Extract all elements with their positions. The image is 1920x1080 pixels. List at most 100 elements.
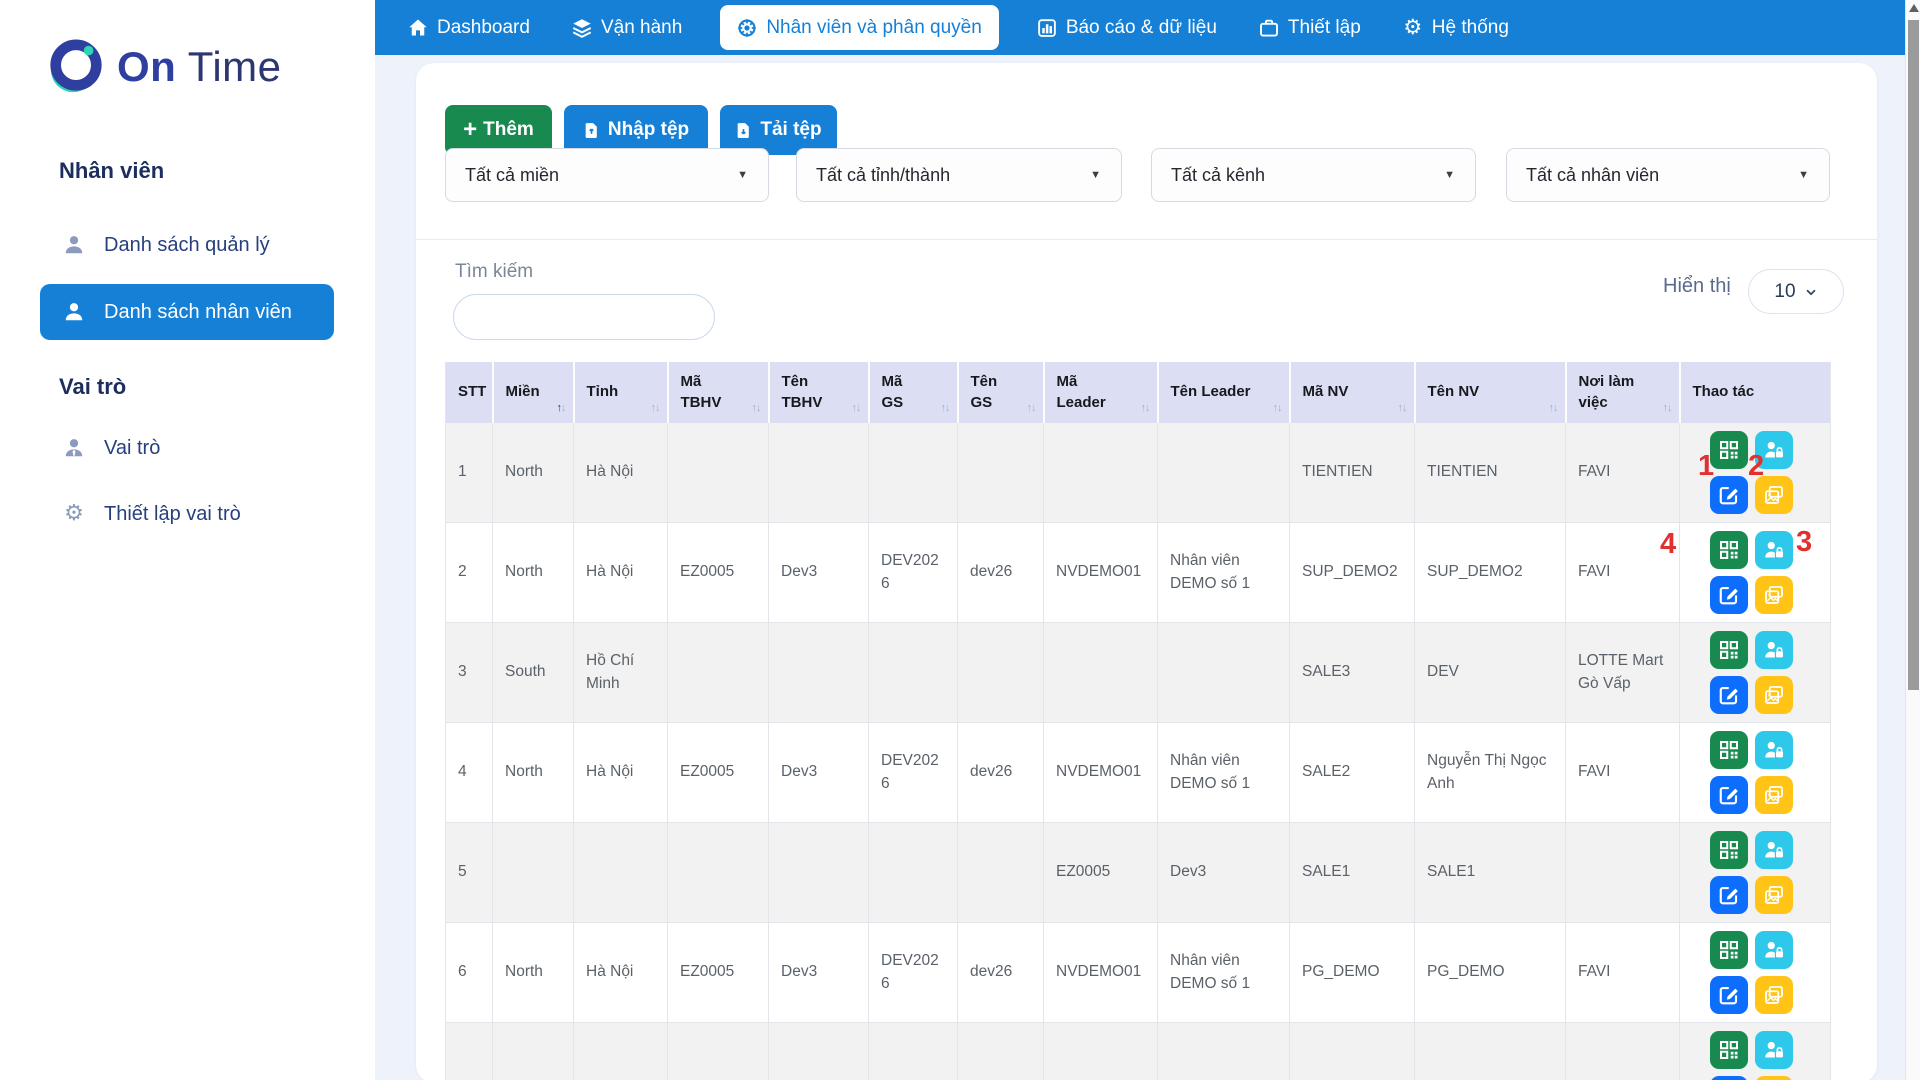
layers-icon [572, 18, 592, 38]
province-filter-select[interactable]: Tất cả tỉnh/thành ▼ [796, 148, 1122, 202]
cell-stt: 2 [445, 522, 493, 623]
images-button[interactable] [1755, 1076, 1793, 1080]
qr-code-button[interactable] [1710, 731, 1748, 769]
row-actions [1710, 731, 1820, 814]
table-row: 1 North Hà Nội TIENTIEN TIENTIEN FAVI [445, 423, 1831, 523]
col-ma-leader[interactable]: Mã Leader ↑↓ [1043, 362, 1159, 423]
nav-item-employees-permissions[interactable]: Nhân viên và phân quyền [720, 5, 999, 50]
images-button[interactable] [1755, 776, 1793, 814]
region-filter-select[interactable]: Tất cả miền ▼ [445, 148, 769, 202]
import-file-button[interactable]: Nhập tệp [564, 105, 708, 155]
cell-ma-nv: PG_DEMO [1289, 922, 1415, 1023]
sort-icon[interactable]: ↑↓ [1026, 402, 1037, 414]
col-tinh[interactable]: Tỉnh ↑↓ [573, 362, 669, 423]
col-noi-lam-viec[interactable]: Nơi làm việc ↑↓ [1565, 362, 1681, 423]
page-size-select[interactable]: 10 [1748, 269, 1844, 314]
cell-ma-tbhv: EZ0005 [667, 922, 769, 1023]
sidebar-item-role-settings[interactable]: ⚙ Thiết lập vai trò [40, 486, 334, 542]
qr-code-button[interactable] [1710, 531, 1748, 569]
user-lock-button[interactable] [1755, 431, 1793, 469]
qr-code-icon [1720, 941, 1738, 959]
edit-icon [1719, 586, 1738, 605]
user-lock-button[interactable] [1755, 631, 1793, 669]
cell-mien: North [492, 522, 574, 623]
cell-thao-tac [1679, 522, 1831, 623]
content-card: + Thêm Nhập tệp Tải tệp Tất cả miền ▼ Tất … [416, 63, 1877, 1080]
employee-table-body: 1 North Hà Nội TIENTIEN TIENTIEN FAVI 2 North Hà… [445, 423, 1831, 1080]
qr-code-button[interactable] [1710, 631, 1748, 669]
user-lock-button[interactable] [1755, 931, 1793, 969]
sidebar-item-employee-list[interactable]: Danh sách nhân viên [40, 284, 334, 340]
employee-filter-select[interactable]: Tất cả nhân viên ▼ [1506, 148, 1830, 202]
col-ma-gs[interactable]: Mã GS ↑↓ [868, 362, 959, 423]
cell-ten-nv: TIENTIEN [1414, 423, 1566, 523]
sort-icon[interactable]: ↑↓ [1397, 402, 1408, 414]
qr-code-button[interactable] [1710, 1031, 1748, 1069]
edit-button[interactable] [1710, 776, 1748, 814]
col-mien[interactable]: Miền ↑↓ [492, 362, 575, 423]
nav-item-label: Vận hành [600, 16, 683, 38]
sort-icon[interactable]: ↑↓ [851, 402, 862, 414]
table-row: 3 South Hồ Chí Minh SALE3 DEV LOTTE Mart Gò V… [445, 622, 1831, 723]
edit-icon [1719, 986, 1738, 1005]
sort-icon[interactable]: ↑↓ [1272, 402, 1283, 414]
edit-button[interactable] [1710, 1076, 1748, 1080]
col-ten-tbhv[interactable]: Tên TBHV ↑↓ [768, 362, 870, 423]
col-ma-nv[interactable]: Mã NV ↑↓ [1289, 362, 1416, 423]
edit-button[interactable] [1710, 676, 1748, 714]
sort-icon[interactable]: ↑↓ [1662, 402, 1673, 414]
qr-code-button[interactable] [1710, 431, 1748, 469]
col-ten-leader[interactable]: Tên Leader ↑↓ [1157, 362, 1291, 423]
images-button[interactable] [1755, 676, 1793, 714]
nav-item-settings[interactable]: Thiết lập [1255, 6, 1365, 50]
nav-item-reports-data[interactable]: Báo cáo & dữ liệu [1033, 6, 1221, 50]
scroll-up-arrow[interactable] [1909, 4, 1919, 12]
col-ma-tbhv[interactable]: Mã TBHV ↑↓ [667, 362, 770, 423]
cell-ten-gs: dev26 [957, 722, 1044, 823]
user-lock-button[interactable] [1755, 731, 1793, 769]
download-file-button[interactable]: Tải tệp [720, 105, 837, 155]
nav-item-system[interactable]: ⚙ Hệ thống [1399, 6, 1513, 50]
user-lock-icon [1765, 841, 1783, 858]
sort-icon[interactable]: ↑↓ [751, 402, 762, 414]
sort-icon[interactable]: ↑↓ [556, 402, 567, 414]
edit-button[interactable] [1710, 476, 1748, 514]
images-button[interactable] [1755, 876, 1793, 914]
sidebar-item-manager-list[interactable]: Danh sách quản lý [40, 217, 334, 273]
edit-button[interactable] [1710, 876, 1748, 914]
sort-icon[interactable]: ↑↓ [650, 402, 661, 414]
sort-icon[interactable]: ↑↓ [940, 402, 951, 414]
col-ten-gs[interactable]: Tên GS ↑↓ [957, 362, 1045, 423]
edit-button[interactable] [1710, 576, 1748, 614]
cell-ten-gs: dev26 [957, 922, 1044, 1023]
user-lock-button[interactable] [1755, 531, 1793, 569]
search-input[interactable] [453, 294, 715, 340]
cell-mien: North [492, 722, 574, 823]
sidebar-item-roles[interactable]: Vai trò [40, 420, 334, 476]
qr-code-button[interactable] [1710, 931, 1748, 969]
cell-noi-lam-viec [1565, 822, 1680, 923]
edit-button[interactable] [1710, 976, 1748, 1014]
images-button[interactable] [1755, 476, 1793, 514]
nav-item-operations[interactable]: Vận hành [568, 6, 686, 50]
user-lock-button[interactable] [1755, 1031, 1793, 1069]
sort-icon[interactable]: ↑↓ [1140, 402, 1151, 414]
col-ten-nv[interactable]: Tên NV ↑↓ [1414, 362, 1567, 423]
cell-noi-lam-viec: FAVI [1565, 423, 1680, 523]
add-button[interactable]: + Thêm [445, 105, 552, 155]
cell-ten-nv: Nguyễn Thị Ngọc Anh [1414, 722, 1566, 823]
nav-item-label: Dashboard [437, 16, 530, 38]
nav-item-dashboard[interactable]: Dashboard [404, 6, 534, 50]
cell-ten-tbhv [768, 622, 869, 723]
qr-code-button[interactable] [1710, 831, 1748, 869]
sort-icon[interactable]: ↑↓ [1548, 402, 1559, 414]
qr-code-icon [1720, 441, 1738, 459]
scrollbar-thumb[interactable] [1908, 20, 1919, 690]
channel-filter-select[interactable]: Tất cả kênh ▼ [1151, 148, 1476, 202]
col-stt: STT [445, 362, 494, 423]
page-size-label: Hiển thị [1663, 275, 1731, 297]
app-logo: On Time [47, 38, 282, 96]
user-lock-button[interactable] [1755, 831, 1793, 869]
images-button[interactable] [1755, 576, 1793, 614]
images-button[interactable] [1755, 976, 1793, 1014]
